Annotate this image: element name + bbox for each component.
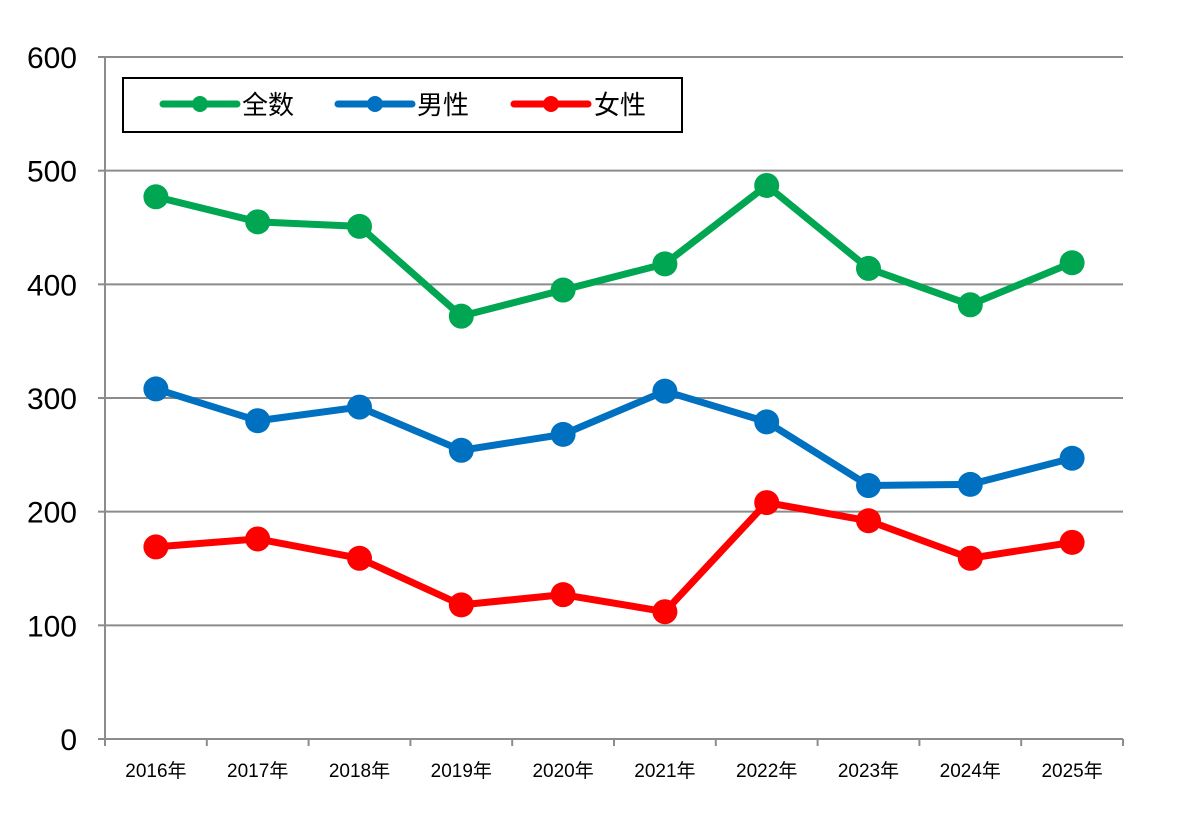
data-point: [652, 378, 678, 404]
data-point: [1059, 445, 1085, 471]
series-line: [152, 499, 1076, 616]
data-point: [550, 421, 576, 447]
data-point: [652, 599, 678, 625]
y-axis-tick-labels: 0 100 200 300 400 500 600: [27, 42, 77, 757]
series-1: [143, 376, 1085, 499]
gridlines: [105, 56, 1123, 627]
data-point: [245, 209, 271, 235]
x-tick-label: 2024年: [940, 760, 1001, 782]
legend: 全数 男性 女性: [122, 77, 683, 133]
data-point: [143, 184, 169, 210]
legend-swatch-marker: [543, 96, 559, 112]
series-2: [143, 490, 1085, 625]
x-tick-label: 2016年: [125, 760, 186, 782]
legend-label: 女性: [594, 91, 646, 121]
data-point: [245, 408, 271, 434]
data-point: [1059, 529, 1085, 555]
data-point: [347, 394, 372, 420]
x-tick-label: 2020年: [532, 760, 593, 782]
data-point: [856, 508, 881, 534]
data-point: [448, 437, 474, 463]
data-point: [347, 213, 372, 239]
series-line: [152, 385, 1076, 490]
legend-label: 全数: [242, 91, 294, 121]
data-point: [448, 303, 474, 329]
x-tick-label: 2025年: [1041, 760, 1102, 782]
x-tick-label: 2021年: [634, 760, 695, 782]
legend-swatch-marker: [192, 96, 208, 112]
data-point: [448, 592, 474, 618]
y-tick-label: 0: [60, 724, 77, 757]
x-tick-label: 2018年: [329, 760, 390, 782]
data-point: [550, 277, 576, 303]
data-point: [856, 255, 881, 281]
data-point: [856, 473, 881, 499]
data-point: [347, 545, 372, 571]
x-axis-tick-labels: 2016年 2017年 2018年 2019年 2020年 2021年 2022年 2023年…: [125, 760, 1102, 782]
data-point: [754, 409, 780, 435]
data-point: [1059, 250, 1085, 276]
data-point: [652, 251, 678, 277]
data-point: [754, 172, 780, 198]
data-point: [957, 292, 983, 318]
legend-swatch-marker: [367, 96, 383, 112]
data-point: [245, 526, 271, 552]
data-point: [957, 545, 983, 571]
data-point: [754, 490, 780, 516]
y-tick-label: 500: [27, 156, 77, 189]
series-0: [143, 172, 1085, 329]
x-tick-label: 2022年: [736, 760, 797, 782]
x-tick-label: 2019年: [431, 760, 492, 782]
y-tick-label: 400: [27, 269, 77, 302]
legend-label: 男性: [417, 91, 469, 121]
series-layer: [143, 172, 1085, 625]
y-tick-label: 200: [27, 497, 77, 530]
y-tick-label: 100: [27, 610, 77, 643]
data-point: [143, 534, 169, 560]
axes: [98, 56, 1124, 746]
x-tick-label: 2023年: [838, 760, 899, 782]
data-point: [957, 471, 983, 497]
y-tick-label: 300: [27, 383, 77, 416]
series-line: [152, 181, 1076, 320]
data-point: [550, 582, 576, 608]
data-point: [143, 376, 169, 402]
x-tick-label: 2017年: [227, 760, 288, 782]
y-tick-label: 600: [27, 42, 77, 75]
